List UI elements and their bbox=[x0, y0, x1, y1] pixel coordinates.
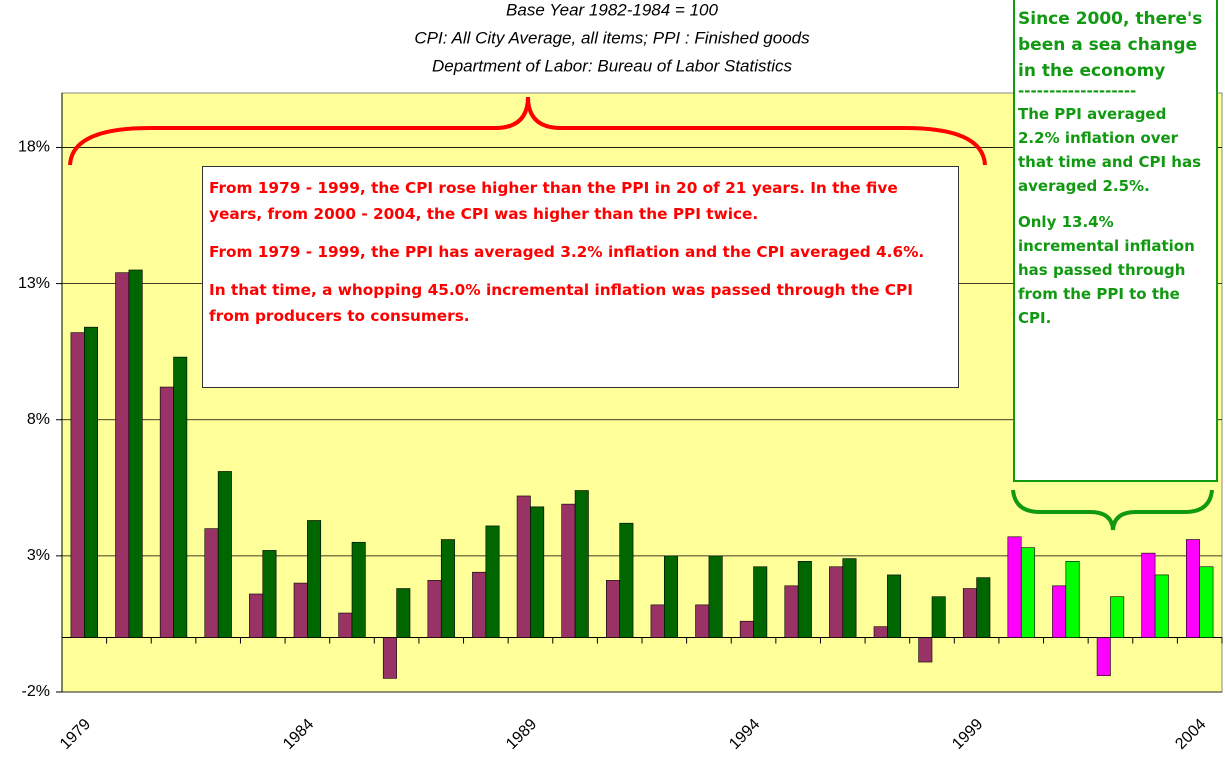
bar bbox=[829, 566, 844, 638]
bar bbox=[217, 471, 232, 638]
annotation-divider: ------------------- bbox=[1018, 84, 1137, 98]
bar bbox=[842, 558, 857, 638]
x-tick-label: 2004 bbox=[1172, 716, 1209, 753]
green-brace bbox=[1011, 489, 1214, 531]
bar bbox=[574, 490, 589, 638]
bar bbox=[708, 555, 723, 638]
x-tick-label: 1994 bbox=[726, 716, 763, 753]
bar bbox=[797, 561, 812, 638]
bar bbox=[695, 604, 710, 638]
bar bbox=[440, 539, 455, 638]
y-tick-label: 13% bbox=[18, 275, 50, 292]
bar bbox=[530, 506, 545, 638]
annotation-text: In that time, a whopping 45.0% increment… bbox=[209, 281, 913, 325]
x-tick-label: 1984 bbox=[280, 716, 317, 753]
y-tick-label: -2% bbox=[22, 683, 50, 700]
red-brace bbox=[68, 96, 987, 166]
bar bbox=[173, 356, 188, 638]
bar bbox=[1020, 547, 1035, 638]
bar bbox=[650, 604, 665, 638]
bar bbox=[262, 550, 277, 638]
annotation-heading: Since 2000, there's been a sea change in… bbox=[1018, 9, 1203, 81]
bar bbox=[338, 612, 353, 638]
bar bbox=[485, 525, 500, 638]
bar bbox=[1199, 566, 1214, 638]
y-tick-label: 18% bbox=[18, 139, 50, 156]
bar bbox=[976, 577, 991, 638]
bar bbox=[427, 580, 442, 638]
annotation-text: From 1979 - 1999, the CPI rose higher th… bbox=[209, 179, 898, 223]
bar bbox=[753, 566, 768, 638]
bar bbox=[1096, 637, 1111, 676]
annotation-text: The PPI averaged 2.2% inflation over tha… bbox=[1018, 105, 1201, 195]
bar bbox=[293, 582, 308, 638]
bar bbox=[1065, 561, 1080, 638]
subtitle: Department of Labor: Bureau of Labor Sta… bbox=[432, 56, 793, 75]
bar bbox=[619, 522, 634, 638]
bar bbox=[382, 637, 397, 679]
bar bbox=[351, 541, 366, 638]
bar bbox=[664, 555, 678, 638]
bar bbox=[962, 588, 977, 638]
x-tick-label: 1999 bbox=[949, 716, 986, 753]
annotation-text: From 1979 - 1999, the PPI has averaged 3… bbox=[209, 243, 925, 261]
annotation-text: Only 13.4% incremental inflation has pas… bbox=[1018, 213, 1195, 327]
bar bbox=[918, 637, 933, 663]
bar bbox=[606, 580, 620, 638]
red-annotation: From 1979 - 1999, the CPI rose higher th… bbox=[202, 166, 959, 388]
bar bbox=[115, 272, 130, 638]
bar bbox=[1154, 574, 1169, 638]
bar bbox=[784, 585, 799, 638]
bar bbox=[873, 626, 888, 638]
y-tick-label: 3% bbox=[27, 547, 50, 564]
x-tick-label: 1989 bbox=[503, 716, 540, 753]
bar bbox=[931, 596, 946, 638]
bar bbox=[472, 571, 487, 638]
bar bbox=[70, 332, 85, 638]
bar bbox=[1186, 539, 1200, 638]
subtitle: Base Year 1982-1984 = 100 bbox=[506, 0, 718, 19]
x-tick-label: 1979 bbox=[57, 716, 94, 753]
bar bbox=[396, 588, 411, 638]
bar bbox=[887, 574, 902, 638]
bar bbox=[307, 520, 322, 638]
bar bbox=[739, 620, 754, 638]
y-tick-label: 8% bbox=[27, 411, 50, 428]
bar bbox=[516, 495, 531, 638]
bar bbox=[561, 503, 576, 638]
bar bbox=[84, 326, 98, 638]
bar bbox=[1007, 536, 1022, 638]
green-annotation: Since 2000, there's been a sea change in… bbox=[1013, 0, 1218, 482]
bar bbox=[249, 593, 264, 638]
subtitle: CPI: All City Average, all items; PPI : … bbox=[414, 28, 810, 47]
bar bbox=[1110, 596, 1125, 638]
bar bbox=[128, 269, 143, 638]
bar bbox=[1052, 585, 1067, 638]
bar bbox=[1141, 552, 1156, 638]
bar bbox=[204, 528, 219, 638]
bar bbox=[159, 386, 174, 638]
